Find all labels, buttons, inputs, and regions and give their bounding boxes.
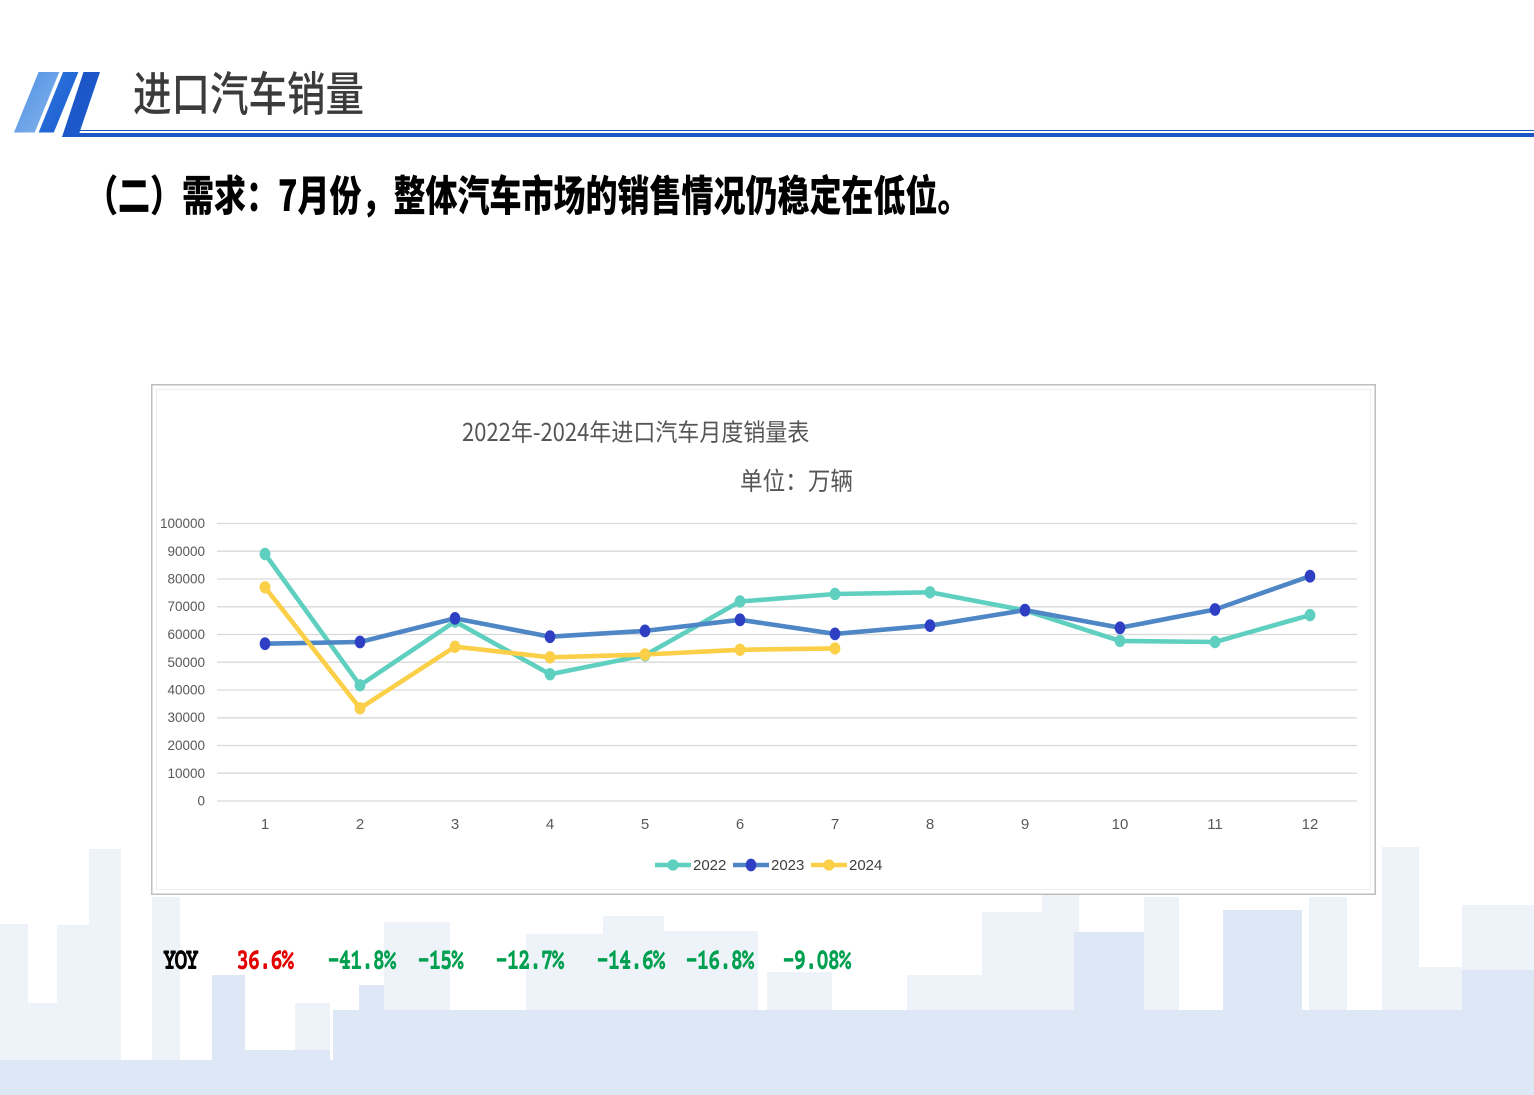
svg-text:100000: 100000 — [160, 516, 205, 531]
svg-text:6: 6 — [736, 816, 744, 833]
svg-text:30000: 30000 — [167, 710, 205, 725]
svg-text:9: 9 — [1021, 816, 1029, 833]
svg-text:10000: 10000 — [167, 766, 205, 781]
svg-text:70000: 70000 — [167, 599, 205, 614]
svg-text:1: 1 — [261, 816, 269, 833]
svg-text:80000: 80000 — [167, 572, 205, 587]
svg-text:20000: 20000 — [167, 738, 205, 753]
svg-text:3: 3 — [451, 816, 459, 833]
svg-text:12: 12 — [1302, 816, 1319, 833]
svg-text:40000: 40000 — [167, 683, 205, 698]
svg-text:7: 7 — [831, 816, 839, 833]
svg-text:90000: 90000 — [167, 544, 205, 559]
svg-text:2: 2 — [356, 816, 364, 833]
svg-text:50000: 50000 — [167, 655, 205, 670]
svg-text:8: 8 — [926, 816, 934, 833]
svg-text:2024: 2024 — [849, 857, 882, 874]
svg-text:5: 5 — [641, 816, 649, 833]
svg-text:0: 0 — [197, 794, 205, 809]
svg-text:10: 10 — [1112, 816, 1129, 833]
svg-text:11: 11 — [1207, 816, 1223, 833]
svg-text:4: 4 — [546, 816, 554, 833]
svg-text:2023: 2023 — [771, 857, 804, 874]
svg-text:60000: 60000 — [167, 627, 205, 642]
svg-text:2022: 2022 — [693, 857, 726, 874]
